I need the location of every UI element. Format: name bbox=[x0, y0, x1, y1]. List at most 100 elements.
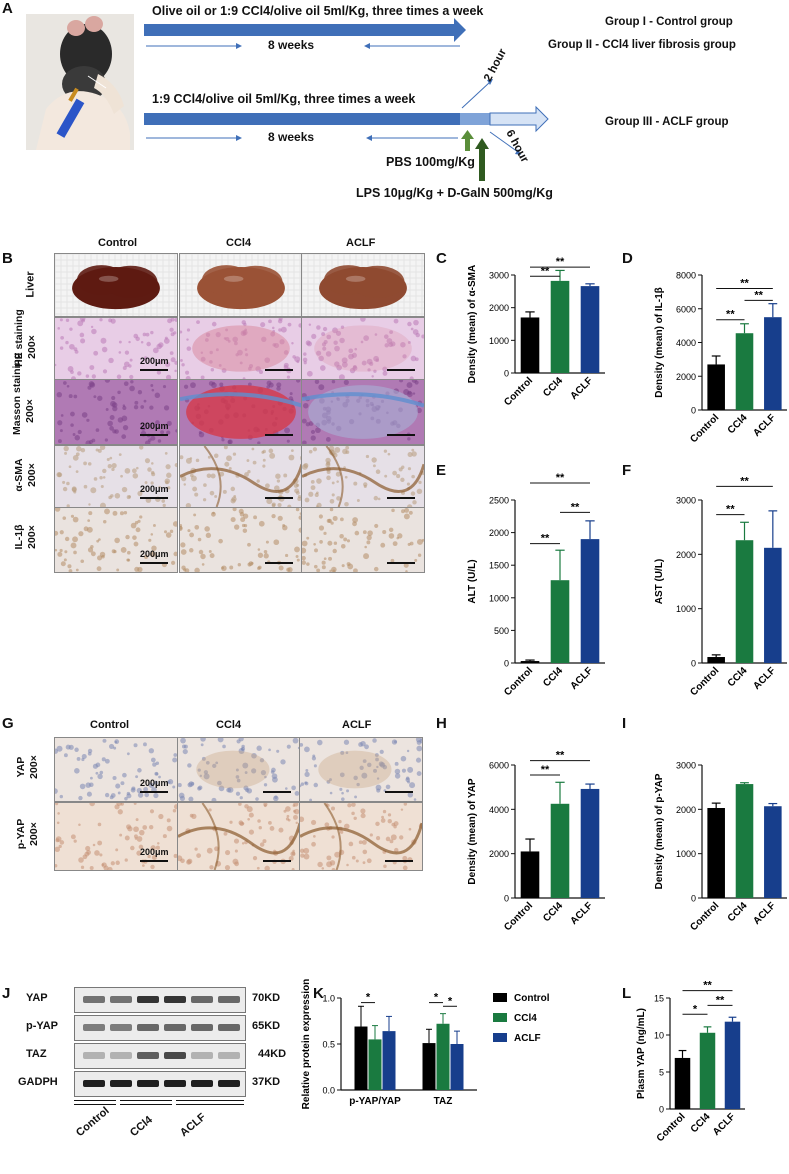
micrograph-b bbox=[179, 379, 303, 445]
legend-swatch bbox=[493, 1013, 507, 1022]
x-tick-label: CCl4 bbox=[726, 412, 750, 436]
scale-label: 200μm bbox=[140, 356, 169, 366]
scale-bar bbox=[385, 860, 413, 862]
bar-aclf bbox=[724, 1021, 741, 1109]
x-tick-label: ACLF bbox=[568, 375, 595, 402]
bar-control bbox=[674, 1057, 691, 1109]
panel-label-j: J bbox=[2, 985, 11, 1002]
group-underline bbox=[176, 1100, 244, 1101]
y-axis-label: ALT (U/L) bbox=[467, 559, 478, 603]
lps-label: LPS 10μg/Kg + D-GalN 500mg/Kg bbox=[356, 186, 553, 200]
blot-strip bbox=[74, 1071, 246, 1097]
significance-mark: ** bbox=[541, 265, 550, 277]
y-tick-label: 4000 bbox=[489, 805, 509, 815]
legend-label: Control bbox=[514, 993, 550, 1004]
scale-bar bbox=[140, 497, 168, 499]
micrograph-b bbox=[301, 253, 425, 317]
legend-label: ACLF bbox=[514, 1033, 541, 1044]
significance-mark: ** bbox=[703, 980, 712, 992]
y-tick-label: 8000 bbox=[676, 271, 696, 281]
x-tick-label: CCl4 bbox=[541, 375, 565, 399]
bar-control bbox=[707, 808, 725, 898]
y-axis-label: Relative protein expression bbox=[301, 979, 312, 1110]
micrograph-g bbox=[177, 737, 301, 802]
group-underline bbox=[120, 1104, 172, 1105]
y-tick-label: 4000 bbox=[676, 338, 696, 348]
significance-mark: ** bbox=[726, 309, 735, 321]
scale-bar bbox=[385, 791, 413, 793]
blot-strip bbox=[74, 1015, 246, 1041]
bar-aclf bbox=[450, 1044, 464, 1090]
y-axis-label: Density (mean) of IL-1β bbox=[654, 287, 665, 398]
group-underline bbox=[176, 1104, 244, 1105]
treatment-line-1: Olive oil or 1:9 CCl4/olive oil 5ml/Kg, … bbox=[152, 4, 484, 18]
chart-c: 0 1000 2000 3000 Density (mean) of α-SMA Cont… bbox=[467, 256, 605, 408]
y-tick-label: 2000 bbox=[676, 372, 696, 382]
scale-bar bbox=[140, 791, 168, 793]
y-tick-label: 0 bbox=[691, 659, 696, 669]
micrograph-g bbox=[299, 737, 423, 802]
y-tick-label: 0 bbox=[691, 406, 696, 416]
micrograph-b bbox=[54, 445, 178, 508]
panel-label-k: K bbox=[313, 985, 324, 1002]
group-3-label: Group III - ACLF group bbox=[605, 116, 729, 128]
y-tick-label: 1000 bbox=[676, 604, 696, 614]
y-tick-label: 15 bbox=[654, 994, 664, 1004]
y-tick-label: 3000 bbox=[676, 761, 696, 771]
bar-aclf bbox=[764, 317, 782, 410]
bar-control bbox=[520, 317, 540, 373]
scale-label: 200μm bbox=[140, 778, 169, 788]
group-underline bbox=[74, 1100, 116, 1101]
panel-label-e: E bbox=[436, 462, 447, 479]
duration-label-1: 8 weeks bbox=[268, 38, 315, 52]
y-tick-label: 2000 bbox=[676, 805, 696, 815]
legend-label: CCl4 bbox=[514, 1013, 537, 1024]
bar-ccl4 bbox=[735, 333, 754, 410]
y-tick-label: 0 bbox=[504, 894, 509, 904]
treatment-line-2: 1:9 CCl4/olive oil 5ml/Kg, three times a… bbox=[152, 92, 416, 106]
y-tick-label: 6000 bbox=[489, 761, 509, 771]
chart-k: 0.0 0.5 1.0 Relative protein expression p-YA… bbox=[301, 979, 550, 1110]
micrograph-b bbox=[301, 379, 425, 445]
panel-label-g: G bbox=[2, 715, 14, 732]
y-tick-label: 0 bbox=[659, 1105, 664, 1115]
blot-kd-label: 37KD bbox=[252, 1076, 281, 1088]
micrograph-b bbox=[179, 253, 303, 317]
scale-bar bbox=[140, 434, 168, 436]
x-tick-label: ACLF bbox=[751, 665, 778, 692]
y-tick-label: 2000 bbox=[489, 528, 509, 538]
legend-swatch bbox=[493, 993, 507, 1002]
scale-bar bbox=[265, 434, 293, 436]
scale-bar bbox=[265, 562, 293, 564]
micrograph-b bbox=[301, 445, 425, 508]
micrograph-g bbox=[299, 802, 423, 871]
x-tick-label: Control bbox=[502, 375, 535, 408]
micrograph-g bbox=[177, 802, 301, 871]
x-tick-label: Control bbox=[688, 900, 721, 933]
y-tick-label: 0 bbox=[504, 659, 509, 669]
scale-label: 200μm bbox=[140, 484, 169, 494]
significance-mark: ** bbox=[740, 278, 749, 290]
x-tick-label: Control bbox=[502, 900, 535, 933]
y-tick-label: 500 bbox=[494, 626, 509, 636]
y-tick-label: 1500 bbox=[489, 561, 509, 571]
x-tick-label: ACLF bbox=[751, 412, 778, 439]
y-axis-label: Density (mean) of YAP bbox=[467, 778, 478, 884]
significance-mark: ** bbox=[556, 750, 565, 762]
x-tick-label: p-YAP/YAP bbox=[349, 1096, 401, 1107]
panel-label-c: C bbox=[436, 250, 447, 267]
scale-bar bbox=[387, 369, 415, 371]
panel-label-i: I bbox=[622, 715, 627, 732]
mouse-injection-photo bbox=[26, 14, 134, 150]
significance-mark: ** bbox=[556, 472, 565, 484]
y-tick-label: 0 bbox=[504, 369, 509, 379]
y-tick-label: 3000 bbox=[489, 271, 509, 281]
micrograph-b bbox=[179, 317, 303, 380]
micrograph-g bbox=[54, 802, 178, 871]
g-col-aclf: ACLF bbox=[342, 719, 372, 731]
x-tick-label: CCl4 bbox=[541, 900, 565, 924]
scale-bar bbox=[387, 562, 415, 564]
group-underline bbox=[74, 1104, 116, 1105]
panel-label-f: F bbox=[622, 462, 632, 479]
